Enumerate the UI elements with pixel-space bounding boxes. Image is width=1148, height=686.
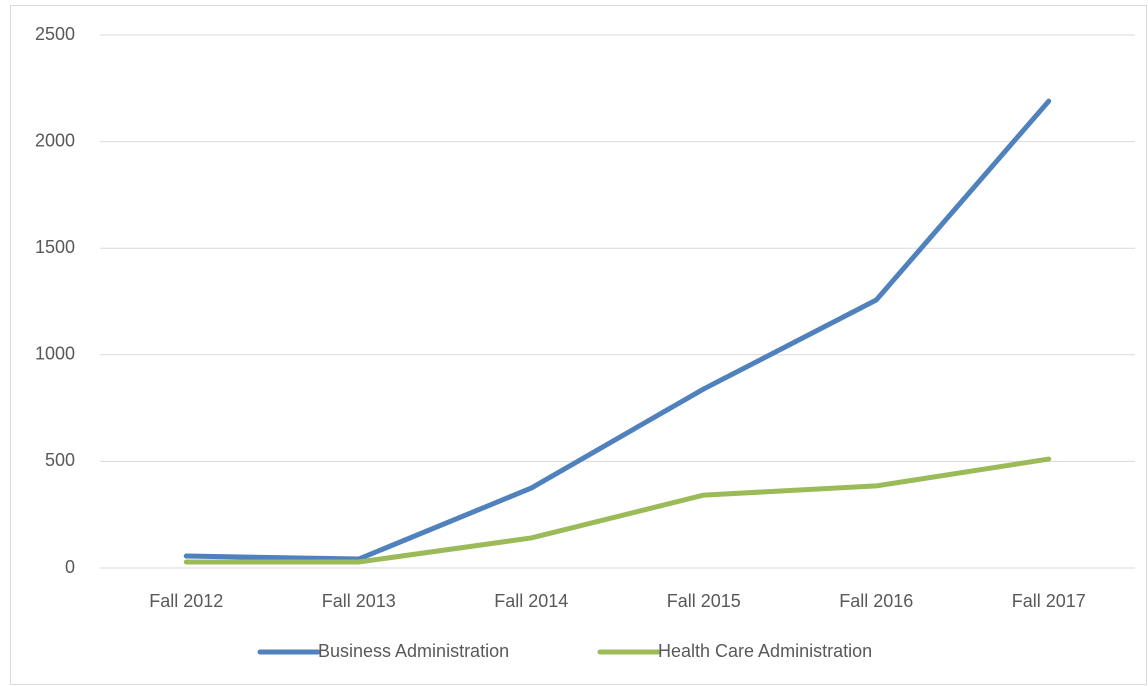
y-tick-label: 2000 [35,130,75,150]
legend-label: Business Administration [318,641,509,661]
x-tick-label: Fall 2013 [322,591,396,611]
line-series [183,456,1052,565]
y-tick-label: 500 [45,450,75,470]
x-tick-label: Fall 2015 [667,591,741,611]
x-tick-label: Fall 2012 [149,591,223,611]
y-tick-label: 1500 [35,237,75,257]
x-tick-label: Fall 2017 [1012,591,1086,611]
line-series [183,98,1052,562]
y-tick-label: 1000 [35,344,75,364]
x-tick-label: Fall 2014 [494,591,568,611]
x-tick-label: Fall 2016 [839,591,913,611]
y-tick-label: 2500 [35,24,75,44]
y-tick-label: 0 [65,557,75,577]
chart-frame [10,5,1147,685]
legend-label: Health Care Administration [658,641,872,661]
